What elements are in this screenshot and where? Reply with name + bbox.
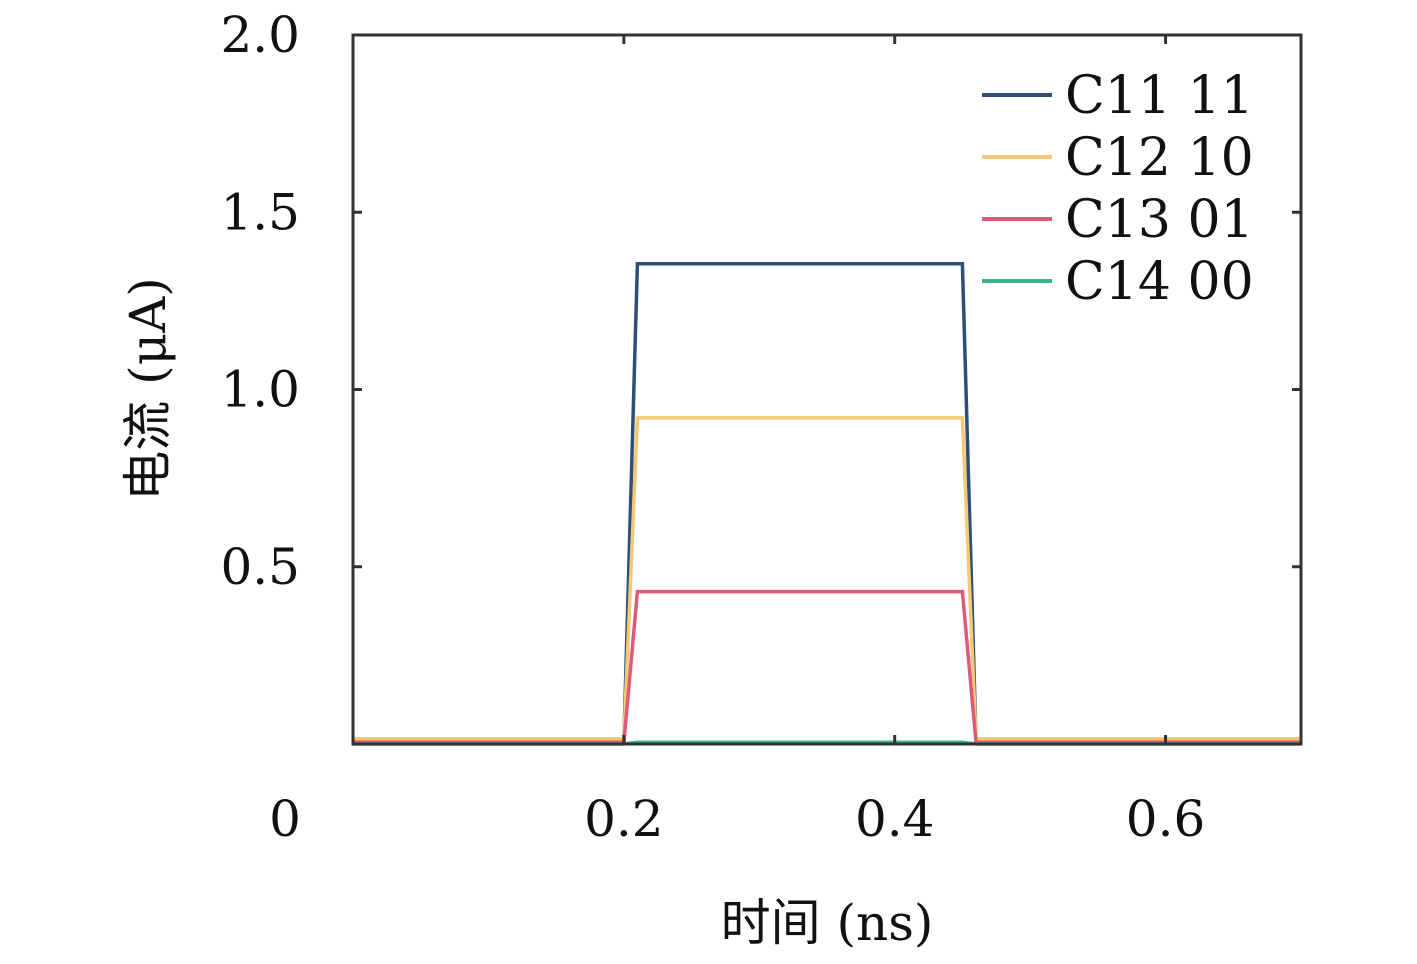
y-axis-title: 电流 (μA): [119, 277, 177, 501]
legend-item: C12 10: [982, 128, 1254, 188]
x-tick-label: 0: [269, 790, 301, 848]
series-line-2: [353, 416, 1301, 741]
y-tick-label: 1.0: [220, 361, 300, 419]
x-tick-label: 0.6: [1126, 790, 1206, 848]
legend-item: C13 01: [982, 190, 1254, 250]
x-tick-label: 0.2: [584, 790, 664, 848]
legend-item: C14 00: [982, 252, 1254, 312]
y-tick-label: 0.5: [220, 538, 300, 596]
legend-label: C12 10: [1065, 128, 1254, 188]
x-tick-label: 0.4: [855, 790, 935, 848]
series-line-1: [353, 261, 1301, 743]
legend-item: C11 11: [982, 66, 1254, 126]
series-line-3: [353, 589, 1301, 744]
series-layer: [353, 261, 1301, 746]
legend-label: C11 11: [1065, 66, 1254, 126]
y-tick-label: 1.5: [220, 183, 300, 241]
y-tick-label: 2.0: [220, 6, 300, 64]
legend-label: C13 01: [1065, 190, 1254, 250]
legend-label: C14 00: [1065, 252, 1254, 312]
ticks-layer: 0 0.2 0.4 0.6 0.5 1.0 1.5 2.0: [220, 6, 1301, 848]
x-axis-title: 时间 (ns): [721, 894, 934, 952]
